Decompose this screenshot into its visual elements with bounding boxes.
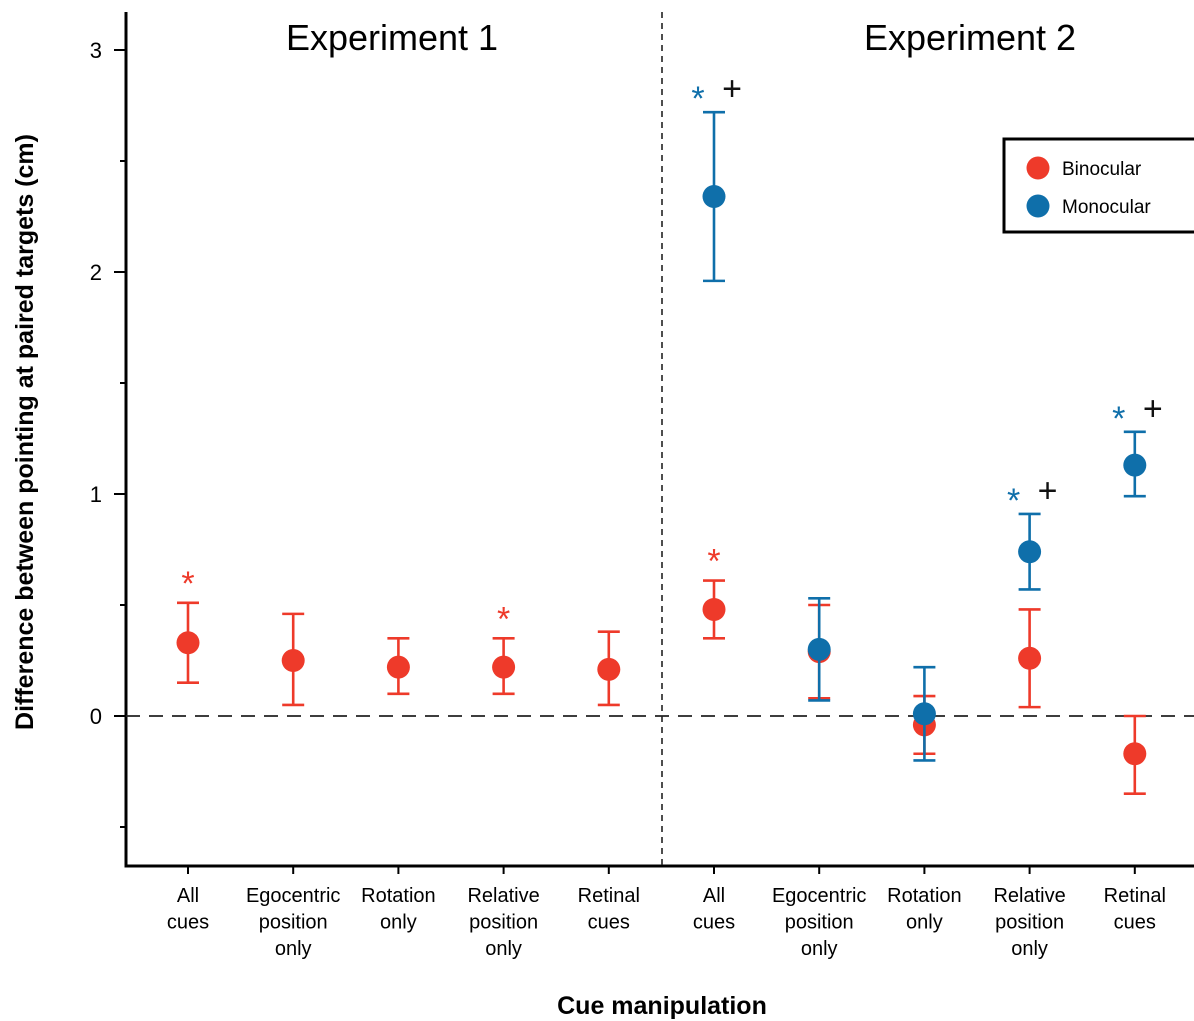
experiment-title: Experiment 2	[864, 17, 1076, 58]
x-category-label-line: Egocentric	[772, 885, 867, 907]
significance-star: *	[1112, 400, 1125, 438]
x-category-label-line: Retinal	[1104, 885, 1166, 907]
data-point	[1123, 453, 1147, 477]
significance-plus: +	[722, 70, 742, 108]
significance-star: *	[497, 600, 510, 638]
x-category-label-line: Relative	[467, 885, 539, 907]
data-point	[1123, 742, 1147, 766]
data-point	[386, 655, 410, 679]
data-point	[1018, 646, 1042, 670]
data-point	[492, 655, 516, 679]
x-category-label: Egocentric position only	[246, 885, 341, 960]
series-monocular	[702, 110, 1147, 762]
x-category-label-line: cues	[588, 912, 630, 934]
significance-star: *	[707, 543, 720, 581]
x-category-label: Relative position only	[993, 885, 1065, 960]
significance-star: *	[691, 80, 704, 118]
x-category-label-line: Rotation	[887, 885, 962, 907]
x-category-label-line: only	[380, 912, 417, 934]
significance-plus: +	[1038, 472, 1058, 510]
legend-marker-monocular	[1026, 194, 1050, 218]
y-tick-label: 2	[90, 260, 102, 285]
significance-star: *	[181, 565, 194, 603]
data-point	[807, 637, 831, 661]
data-point	[1018, 540, 1042, 564]
x-category-label-line: position	[785, 912, 854, 934]
x-category-label: Rotation only	[361, 885, 436, 934]
x-category-label: Egocentric position only	[772, 885, 867, 960]
x-category-label-line: Retinal	[578, 885, 640, 907]
x-category-label-line: position	[259, 912, 328, 934]
x-category-label-line: Relative	[993, 885, 1065, 907]
data-point	[597, 657, 621, 681]
legend-box	[1002, 137, 1194, 234]
data-point	[702, 185, 726, 209]
x-axis-title: Cue manipulation	[557, 992, 767, 1020]
x-category-label: Retinal cues	[578, 885, 640, 934]
data-point	[281, 649, 305, 672]
x-category-label-line: only	[801, 938, 838, 960]
legend: Binocular Monocular	[1002, 137, 1194, 234]
y-tick-label: 3	[90, 38, 102, 63]
legend-label-binocular: Binocular	[1062, 159, 1142, 180]
y-tick-label: 1	[90, 482, 102, 507]
significance-plus: +	[1143, 390, 1163, 428]
x-category-label-line: cues	[693, 912, 735, 934]
y-axis-title: Difference between pointing at paired ta…	[11, 134, 39, 730]
x-category-label: Retinal cues	[1104, 885, 1166, 934]
x-category-label: All cues	[167, 885, 209, 934]
x-category-label-line: cues	[167, 912, 209, 934]
x-category-label-line: position	[469, 912, 538, 934]
x-category-label-line: All	[703, 885, 725, 907]
x-category-label-line: only	[906, 912, 943, 934]
x-category-label: Rotation only	[887, 885, 962, 934]
y-tick-label: 0	[90, 704, 102, 729]
legend-marker-binocular	[1026, 156, 1050, 180]
x-category-label-line: only	[1011, 938, 1048, 960]
x-category-label-line: All	[177, 885, 199, 907]
x-category-label-line: Egocentric	[246, 885, 341, 907]
significance-star: *	[1007, 482, 1020, 520]
x-category-label: All cues	[693, 885, 735, 934]
x-category-label-line: Rotation	[361, 885, 436, 907]
x-category-label-line: position	[995, 912, 1064, 934]
data-point	[176, 631, 200, 655]
legend-label-monocular: Monocular	[1062, 197, 1151, 218]
x-category-label-line: only	[275, 938, 312, 960]
x-category-label-line: cues	[1114, 912, 1156, 934]
data-point	[912, 702, 936, 726]
data-point	[702, 597, 726, 621]
x-category-label: Relative position only	[467, 885, 539, 960]
x-category-label-line: only	[485, 938, 522, 960]
experiment-title: Experiment 1	[286, 17, 498, 58]
